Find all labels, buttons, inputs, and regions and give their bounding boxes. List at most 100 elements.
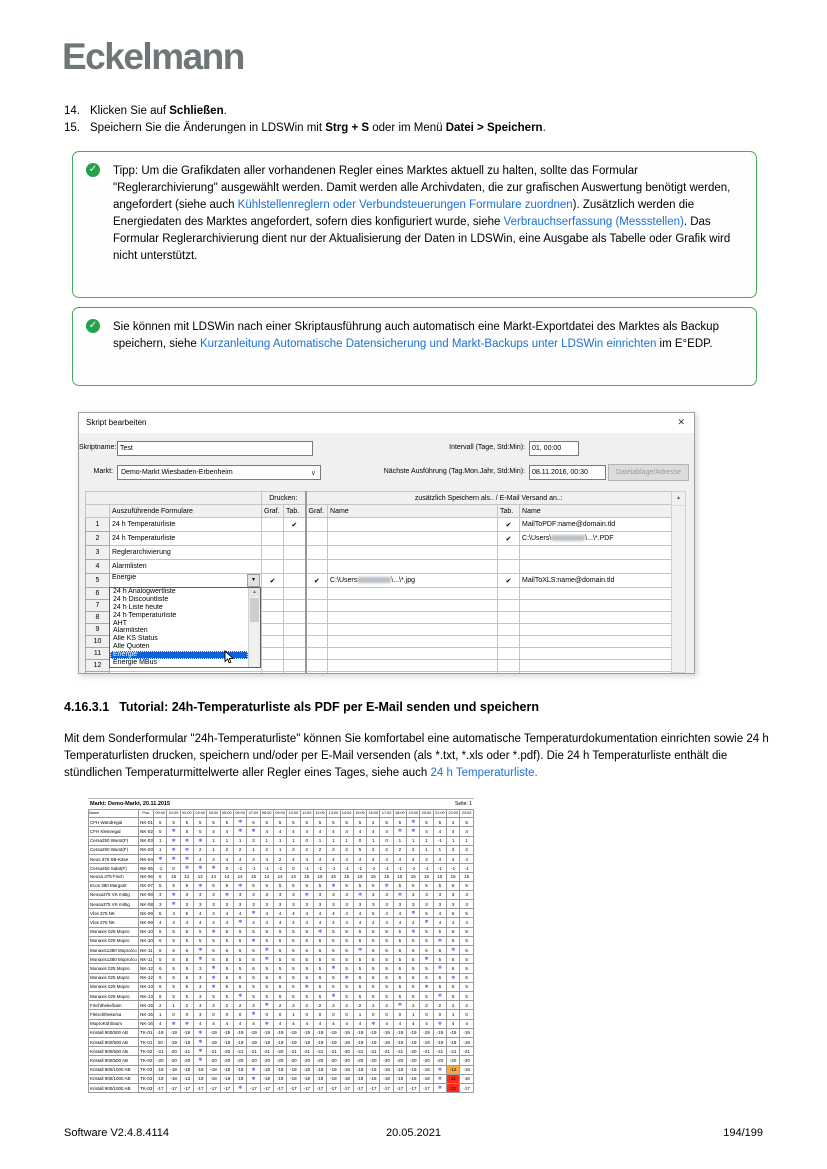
name-cell[interactable] (327, 531, 499, 546)
check-cell[interactable] (497, 611, 521, 624)
text-link[interactable]: Kühlstellenreglern oder Verbundsteuerung… (237, 199, 573, 211)
name-cell[interactable] (327, 559, 499, 574)
name-cell[interactable] (327, 587, 499, 600)
check-cell[interactable] (304, 635, 329, 648)
name-cell[interactable] (327, 659, 499, 672)
check-cell[interactable] (497, 635, 521, 648)
check-cell[interactable] (304, 587, 329, 600)
name-cell[interactable] (519, 623, 673, 636)
name-cell[interactable]: MailToXLS:name@domain.tld (519, 573, 673, 588)
row-number-cell[interactable]: 9 (85, 623, 110, 636)
check-cell[interactable] (261, 611, 284, 624)
check-cell[interactable] (282, 647, 307, 660)
name-cell[interactable]: MailToPDF:name@domain.tld (519, 517, 673, 532)
check-cell[interactable] (497, 623, 521, 636)
row-number-cell[interactable]: 8 (85, 611, 110, 624)
name-cell[interactable] (519, 659, 673, 672)
dropdown-item[interactable]: Energie MBus (113, 659, 157, 667)
row-number-cell[interactable]: 13 (85, 671, 110, 673)
form-cell[interactable] (109, 671, 262, 673)
text-link[interactable]: Verbrauchserfassung (Messstellen) (503, 216, 684, 228)
dropdown-item[interactable]: 24 h Discountliste (113, 595, 169, 603)
name-cell[interactable] (327, 647, 499, 660)
check-cell[interactable]: ✔ (497, 517, 521, 532)
skriptname-input[interactable] (117, 441, 313, 456)
row-number-cell[interactable]: 5 (85, 573, 110, 588)
name-cell[interactable] (519, 635, 673, 648)
name-cell[interactable] (327, 611, 499, 624)
check-cell[interactable] (261, 647, 284, 660)
check-cell[interactable] (261, 659, 284, 672)
check-cell[interactable] (304, 647, 329, 660)
scroll-up-icon[interactable]: ▴ (249, 588, 260, 597)
dropdown-item[interactable]: Alarmlisten (113, 627, 148, 635)
dateiablage-adresse-button[interactable]: Dateiablage/Adresse (608, 464, 689, 481)
dropdown-item[interactable]: 24 h Analogwertliste (113, 588, 176, 595)
check-cell[interactable] (261, 599, 284, 612)
check-cell[interactable] (497, 647, 521, 660)
check-cell[interactable] (261, 545, 284, 560)
row-number-cell[interactable]: 1 (85, 517, 110, 532)
row-number-cell[interactable]: 4 (85, 559, 110, 574)
row-number-cell[interactable]: 10 (85, 635, 110, 648)
form-cell[interactable]: ▾ Energie (109, 573, 262, 588)
check-cell[interactable] (282, 623, 307, 636)
check-cell[interactable] (282, 545, 307, 560)
check-cell[interactable] (261, 559, 284, 574)
row-number-cell[interactable]: 7 (85, 599, 110, 612)
check-cell[interactable] (282, 573, 307, 588)
name-cell[interactable] (519, 647, 673, 660)
check-cell[interactable] (497, 545, 521, 560)
check-cell[interactable] (304, 517, 329, 532)
check-cell[interactable] (282, 559, 307, 574)
caret-down-icon[interactable]: ▾ (247, 574, 260, 587)
check-cell[interactable] (497, 659, 521, 672)
check-cell[interactable] (304, 659, 329, 672)
name-cell[interactable] (327, 599, 499, 612)
form-cell[interactable]: 24 h Temperaturliste (109, 531, 262, 546)
name-cell[interactable]: C:\Users\ \...\*.PDF (519, 531, 673, 546)
row-number-cell[interactable]: 3 (85, 545, 110, 560)
dropdown-scrollbar[interactable]: ▴ (248, 588, 260, 667)
row-number-cell[interactable]: 12 (85, 659, 110, 672)
check-cell[interactable] (282, 635, 307, 648)
check-cell[interactable] (282, 659, 307, 672)
name-cell[interactable] (327, 545, 499, 560)
check-cell[interactable] (261, 531, 284, 546)
close-icon[interactable]: ✕ (677, 417, 685, 427)
check-cell[interactable]: ✔ (282, 517, 307, 532)
check-cell[interactable] (304, 599, 329, 612)
naechste-ausfuehrung-input[interactable] (529, 465, 606, 480)
dropdown-item[interactable]: Alle Quoten (113, 643, 150, 651)
check-cell[interactable] (261, 671, 284, 673)
dropdown-item-selected[interactable]: Energie (110, 651, 248, 660)
check-cell[interactable] (261, 635, 284, 648)
form-cell[interactable]: Alarmlisten (109, 559, 262, 574)
name-cell[interactable] (327, 517, 499, 532)
intervall-input[interactable] (529, 441, 579, 456)
check-cell[interactable] (497, 599, 521, 612)
check-cell[interactable]: ✔ (497, 573, 521, 588)
name-cell[interactable] (519, 611, 673, 624)
check-cell[interactable] (282, 531, 307, 546)
check-cell[interactable] (304, 559, 329, 574)
name-cell[interactable] (519, 599, 673, 612)
dialog-titlebar[interactable]: Skript bearbeiten ✕ (79, 413, 694, 433)
dropdown-item[interactable]: AHT (113, 619, 127, 627)
name-cell[interactable] (327, 671, 499, 673)
check-cell[interactable] (497, 587, 521, 600)
check-cell[interactable] (261, 587, 284, 600)
scrollbar-thumb[interactable] (250, 598, 259, 622)
name-cell[interactable] (327, 623, 499, 636)
name-cell[interactable]: C:\Users \...\*.jpg (327, 573, 499, 588)
check-cell[interactable] (304, 671, 329, 673)
check-cell[interactable] (282, 611, 307, 624)
check-cell[interactable]: ✔ (261, 573, 284, 588)
text-link[interactable]: 24 h Temperaturliste (430, 766, 535, 779)
name-cell[interactable] (519, 587, 673, 600)
row-number-cell[interactable]: 2 (85, 531, 110, 546)
scroll-up-icon[interactable]: ▴ (672, 492, 685, 506)
check-cell[interactable] (304, 531, 329, 546)
check-cell[interactable] (261, 623, 284, 636)
dropdown-item[interactable]: 24 h Liste heute (113, 603, 163, 611)
